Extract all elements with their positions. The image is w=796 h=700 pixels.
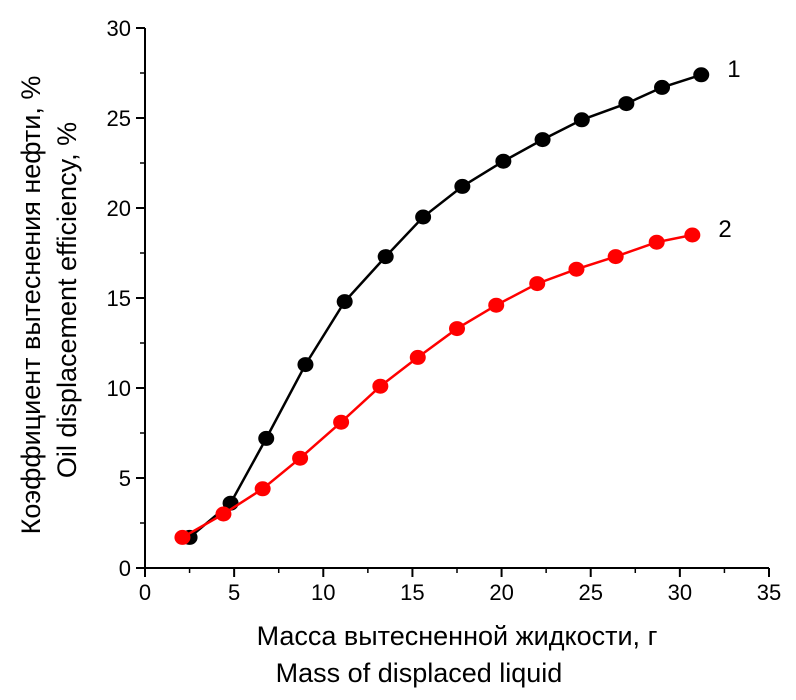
data-point: [488, 297, 505, 313]
y-tick-label: 25: [107, 106, 131, 131]
x-tick-label: 15: [400, 580, 424, 605]
data-point: [377, 249, 394, 265]
y-tick-label: 30: [107, 16, 131, 41]
x-tick-label: 5: [228, 580, 240, 605]
series-1: 1: [181, 56, 741, 545]
series-line: [188, 73, 702, 539]
series-label: 1: [727, 56, 740, 83]
data-point: [258, 430, 275, 446]
y-tick-label: 20: [107, 196, 131, 221]
data-point: [534, 132, 551, 148]
data-point: [292, 450, 309, 466]
data-point: [409, 349, 426, 365]
data-point: [495, 153, 512, 169]
y-axis-title-ru: Коэффициент вытеснения нефти, %: [16, 76, 46, 535]
data-point: [215, 506, 232, 522]
data-point: [529, 276, 546, 292]
data-point: [573, 112, 590, 128]
data-point: [297, 357, 314, 373]
data-point: [454, 178, 471, 194]
x-tick-label: 35: [757, 580, 781, 605]
x-tick-label: 0: [139, 580, 151, 605]
y-tick-label: 5: [119, 466, 131, 491]
data-point: [618, 96, 635, 112]
y-tick-label: 0: [119, 556, 131, 581]
x-tick-label: 10: [311, 580, 335, 605]
data-point: [568, 261, 585, 277]
data-point: [684, 227, 701, 243]
series-2: 2: [174, 216, 732, 545]
data-point: [415, 209, 432, 225]
data-point: [174, 529, 191, 545]
data-point: [333, 414, 350, 430]
data-point: [449, 321, 465, 337]
data-point: [607, 249, 624, 265]
data-point: [336, 294, 353, 310]
data-point: [693, 67, 710, 83]
axes: 0 5 10 15 20 25 30 35 0 5 10 15 20 25 30: [107, 16, 782, 605]
series-label: 2: [718, 216, 731, 243]
x-axis-title-ru: Масса вытесненной жидкости, г: [257, 621, 658, 651]
x-tick-label: 25: [578, 580, 602, 605]
series-group: 12: [174, 56, 741, 545]
data-point: [654, 79, 671, 95]
x-axis-title-en: Mass of displaced liquid: [276, 658, 563, 688]
y-axis-title-en: Oil displacement efficiency, %: [52, 122, 82, 478]
x-tick-label: 30: [668, 580, 692, 605]
x-tick-label: 20: [489, 580, 513, 605]
data-point: [254, 481, 271, 497]
y-tick-label: 10: [107, 376, 131, 401]
y-tick-label: 15: [107, 286, 131, 311]
data-point: [372, 378, 389, 394]
data-point: [648, 234, 665, 250]
